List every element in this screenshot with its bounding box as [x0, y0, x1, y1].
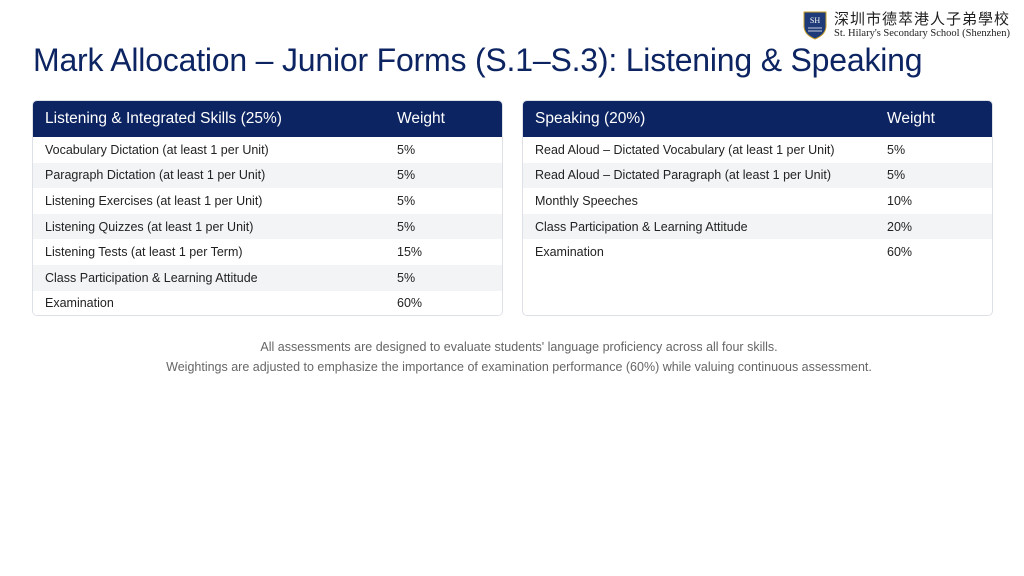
page-title: Mark Allocation – Junior Forms (S.1–S.3)… — [33, 42, 923, 78]
table-row: Monthly Speeches 10% — [523, 188, 992, 214]
crest-letters: SH — [810, 16, 820, 25]
table-row: Listening Exercises (at least 1 per Unit… — [33, 188, 502, 214]
assessment-weight: 10% — [887, 193, 913, 208]
assessment-item: Listening Tests (at least 1 per Term) — [45, 245, 243, 260]
table-row: Read Aloud – Dictated Vocabulary (at lea… — [523, 137, 992, 163]
assessment-item: Class Participation & Learning Attitude — [45, 270, 258, 285]
school-crest-icon: SH — [803, 11, 827, 40]
speaking-table-header-row: Speaking (20%) Weight — [523, 101, 992, 137]
listening-table-card: Listening & Integrated Skills (25%) Weig… — [32, 100, 503, 316]
assessment-weight: 5% — [397, 219, 416, 234]
table-row: Listening Quizzes (at least 1 per Unit) … — [33, 213, 502, 240]
assessment-weight: 5% — [397, 168, 416, 183]
assessment-item: Class Participation & Learning Attitude — [535, 219, 748, 234]
assessment-item: Read Aloud – Dictated Vocabulary (at lea… — [535, 142, 835, 157]
footnote: All assessments are designed to evaluate… — [0, 338, 1024, 377]
school-name-english: St. Hilary's Secondary School (Shenzhen) — [833, 27, 1010, 39]
speaking-table-card: Speaking (20%) Weight Read Aloud – Dicta… — [522, 100, 993, 316]
assessment-item: Monthly Speeches — [535, 193, 638, 208]
assessment-item: Paragraph Dictation (at least 1 per Unit… — [45, 168, 266, 183]
table-row: Paragraph Dictation (at least 1 per Unit… — [33, 162, 502, 189]
assessment-item: Examination — [45, 296, 114, 311]
table-row: Examination 60% — [33, 290, 502, 315]
listening-weight-header: Weight — [397, 110, 445, 127]
assessment-item: Read Aloud – Dictated Paragraph (at leas… — [535, 168, 832, 183]
table-row: Class Participation & Learning Attitude … — [33, 264, 502, 291]
speaking-table-header: Speaking (20%) — [535, 110, 646, 127]
assessment-weight: 5% — [397, 270, 416, 285]
speaking-weight-header: Weight — [887, 110, 935, 127]
assessment-item: Examination — [535, 245, 604, 260]
footnote-line-1: All assessments are designed to evaluate… — [260, 340, 778, 354]
footnote-line-2: Weightings are adjusted to emphasize the… — [166, 359, 872, 374]
table-row: Vocabulary Dictation (at least 1 per Uni… — [33, 137, 502, 163]
assessment-weight: 5% — [887, 142, 906, 157]
listening-table: Listening & Integrated Skills (25%) Weig… — [33, 101, 502, 315]
table-row: Read Aloud – Dictated Paragraph (at leas… — [523, 162, 992, 189]
table-row: Examination 60% — [523, 239, 992, 265]
assessment-item: Listening Quizzes (at least 1 per Unit) — [45, 219, 254, 234]
logo-text: 深圳市德萃港人子弟學校 St. Hilary's Secondary Schoo… — [833, 9, 1010, 40]
listening-table-header: Listening & Integrated Skills (25%) — [45, 110, 282, 127]
school-logo: SH 深圳市德萃港人子弟學校 St. Hilary's Secondary Sc… — [802, 10, 1010, 40]
listening-table-header-row: Listening & Integrated Skills (25%) Weig… — [33, 101, 502, 137]
assessment-weight: 5% — [397, 142, 416, 157]
assessment-weight: 60% — [397, 296, 423, 311]
assessment-weight: 20% — [887, 219, 913, 234]
speaking-table: Speaking (20%) Weight Read Aloud – Dicta… — [523, 101, 992, 265]
table-row: Listening Tests (at least 1 per Term) 15… — [33, 239, 502, 265]
assessment-item: Vocabulary Dictation (at least 1 per Uni… — [45, 142, 269, 157]
school-name-chinese: 深圳市德萃港人子弟學校 — [833, 9, 1010, 28]
assessment-weight: 60% — [887, 245, 913, 260]
assessment-weight: 5% — [397, 193, 416, 208]
assessment-item: Listening Exercises (at least 1 per Unit… — [45, 193, 263, 208]
table-row: Class Participation & Learning Attitude … — [523, 213, 992, 240]
assessment-weight: 15% — [397, 245, 423, 260]
assessment-weight: 5% — [887, 168, 906, 183]
